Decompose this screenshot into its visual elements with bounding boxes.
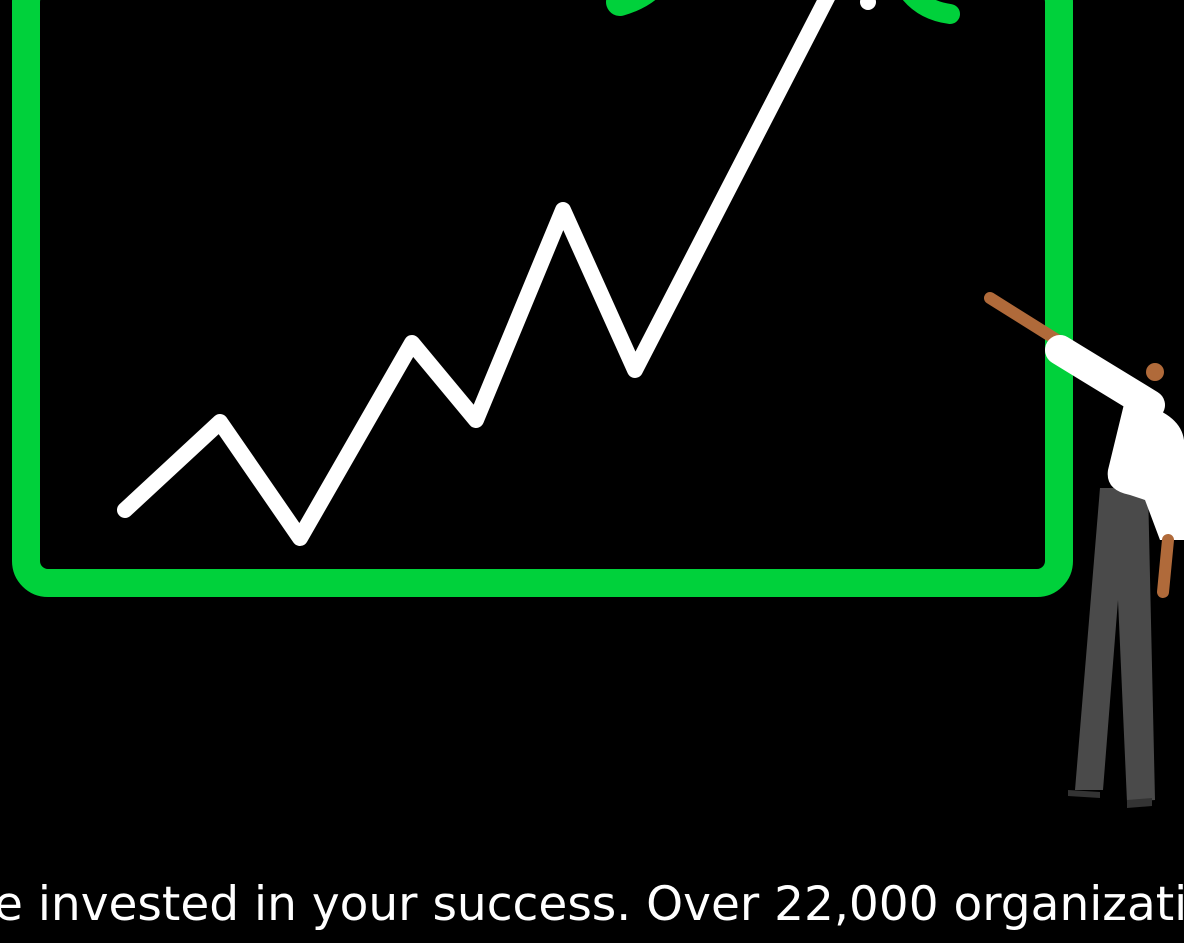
board-gap	[630, 0, 920, 14]
head	[1146, 363, 1164, 381]
board-edge	[620, 0, 650, 2]
caption: e invested in your success. Over 22,000 …	[0, 877, 1184, 932]
illustration: e invested in your success. Over 22,000 …	[0, 0, 1184, 943]
hand	[1163, 540, 1168, 592]
page: e invested in your success. Over 22,000 …	[0, 0, 1184, 943]
